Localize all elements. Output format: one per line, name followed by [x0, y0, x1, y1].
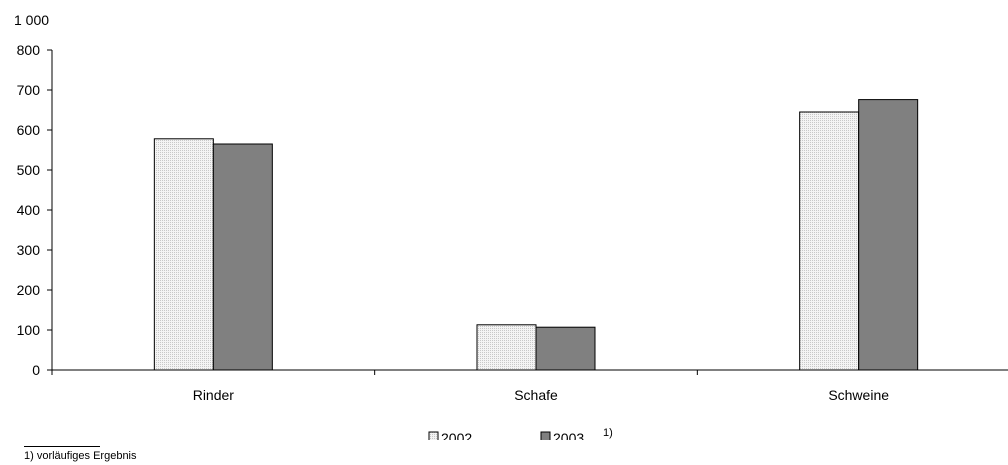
- footnote: 1) vorläufiges Ergebnis: [24, 450, 137, 462]
- legend-swatch-2003: [540, 431, 551, 440]
- bar-2002-schafe: [476, 324, 537, 371]
- y-axis-unit-label: 1 000: [14, 12, 49, 28]
- bar-2002-rinder: [153, 138, 214, 371]
- category-label: Schweine: [828, 387, 889, 403]
- bar-2002-schweine: [799, 111, 860, 371]
- y-tick-label: 600: [17, 122, 41, 138]
- bar-2003-schafe: [535, 326, 596, 371]
- bars: [153, 99, 919, 371]
- bar-chart: 1 000 0 100 200 300 400 500 600 700 800 Rinder Sc…: [14, 12, 1008, 440]
- category-label: Rinder: [193, 387, 235, 403]
- y-tick-label: 400: [17, 202, 41, 218]
- y-tick-label: 100: [17, 322, 41, 338]
- y-tick-label: 700: [17, 82, 41, 98]
- legend-footnote-marker: 1): [603, 427, 613, 439]
- bar-2003-rinder: [212, 143, 273, 371]
- category-label: Schafe: [514, 387, 558, 403]
- legend: 2002 2003 1): [428, 427, 613, 440]
- bar-2003-schweine: [858, 99, 919, 371]
- x-axis: Rinder Schafe Schweine: [51, 369, 1008, 403]
- y-tick-label: 200: [17, 282, 41, 298]
- legend-label-2002: 2002: [441, 430, 472, 440]
- y-tick-label: 500: [17, 162, 41, 178]
- legend-label-2003: 2003: [553, 430, 584, 440]
- y-tick-label: 800: [17, 42, 41, 58]
- y-tick-label: 0: [32, 362, 40, 378]
- footnote-rule: [24, 446, 100, 447]
- y-axis: 0 100 200 300 400 500 600 700 800: [17, 42, 53, 378]
- y-tick-label: 300: [17, 242, 41, 258]
- legend-swatch-2002: [428, 431, 439, 440]
